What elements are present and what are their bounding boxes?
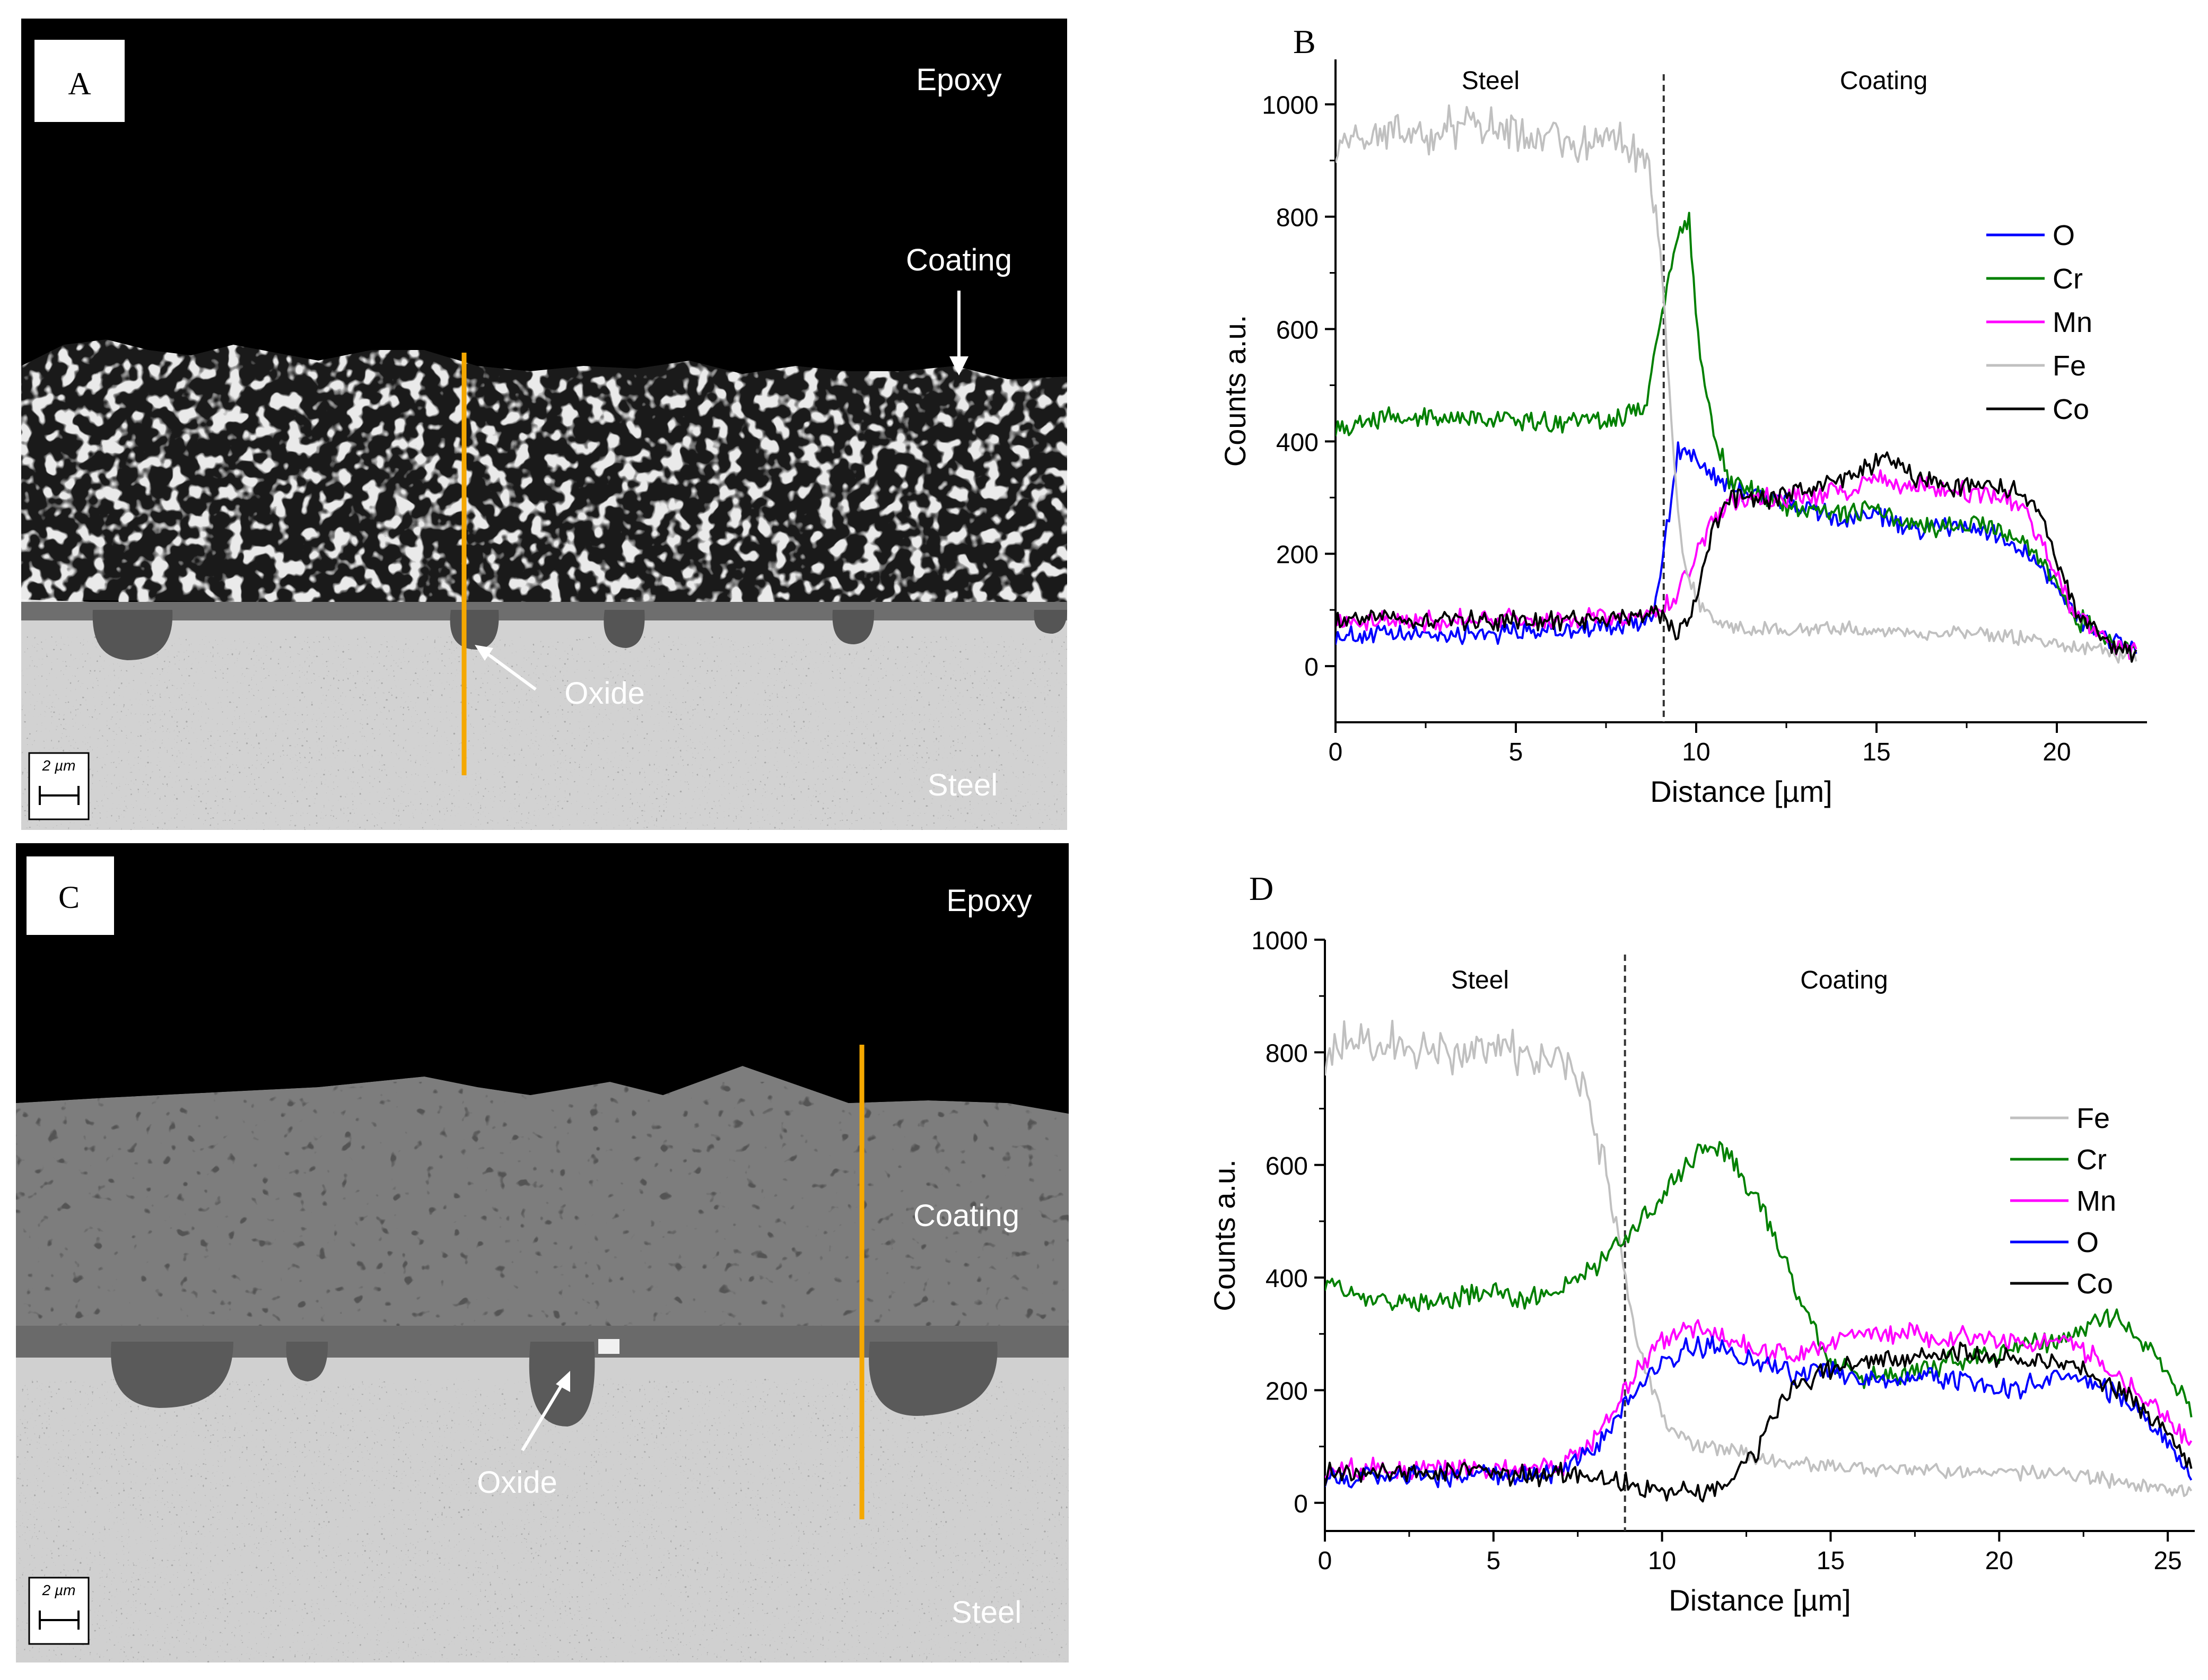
chart-b-axes: [1325, 59, 2147, 733]
chart-d-legend-label-fe: Fe: [2076, 1102, 2110, 1134]
panel-a-oxide-arrow-icon: [475, 645, 537, 691]
chart-b-letter: B: [1293, 23, 1316, 60]
panel-c-epoxy-label: Epoxy: [946, 883, 1032, 918]
chart-b-legend-label-cr: Cr: [2053, 263, 2083, 295]
chart-d-region-label: Coating: [1800, 966, 1888, 994]
chart-d: D 0 200 400 600 800 1000 0 5 10 15 20 25 Distance [µ…: [1208, 870, 2195, 1617]
chart-b-x-axis-title: Distance [µm]: [1650, 775, 1832, 808]
chart-d-y-tick-label: 1000: [1251, 927, 1308, 955]
chart-d-x-tick-label: 0: [1318, 1547, 1332, 1575]
chart-b-y-tick-label: 1000: [1262, 92, 1319, 120]
chart-d-series-mn: [1325, 1319, 2193, 1481]
chart-b-legend-label-co: Co: [2053, 393, 2089, 425]
panel-c-scale-bar: 2 µm: [28, 1577, 90, 1645]
chart-b-x-tick-label: 5: [1509, 738, 1523, 766]
chart-b-y-tick-label: 0: [1304, 653, 1319, 681]
panel-c-letter: C: [58, 880, 80, 915]
panel-a-letter: A: [68, 66, 91, 101]
panel-c-oxide-pits: [111, 1342, 998, 1427]
chart-d-x-tick-label: 25: [2153, 1547, 2181, 1575]
chart-d-x-tick-label: 20: [1985, 1547, 2013, 1575]
panel-c-coating-mask: [16, 843, 1069, 1114]
chart-b-legend: O Cr Mn Fe Co: [1986, 220, 2092, 425]
panel-a-coating-texture: [21, 339, 1067, 615]
chart-d-legend-label-cr: Cr: [2076, 1144, 2107, 1176]
panel-a-coating-arrow-icon: [949, 291, 968, 375]
chart-b-series: [1336, 104, 2137, 664]
chart-d-series-cr: [1325, 1141, 2193, 1418]
panel-a-letter-box: [34, 40, 125, 122]
chart-b-legend-label-o: O: [2053, 220, 2075, 251]
chart-d-legend: Fe Cr Mn O Co: [2010, 1102, 2116, 1300]
chart-b-series-cr: [1336, 212, 2137, 653]
chart-d-y-axis-title: Counts a.u.: [1208, 1159, 1241, 1311]
panel-a-coating-label: Coating: [906, 243, 1012, 277]
panel-c-oxide-arrow-icon: [521, 1371, 570, 1451]
chart-d-y-tick-label: 600: [1266, 1152, 1308, 1180]
chart-d-x-tick-label: 15: [1817, 1547, 1845, 1575]
chart-d-y-tick-label: 200: [1266, 1378, 1308, 1406]
panel-c-micrograph: [16, 843, 1069, 1662]
chart-b-region-label: Coating: [1840, 67, 1927, 95]
chart-d-region-label: Steel: [1451, 966, 1509, 994]
chart-d-y-tick-label: 0: [1294, 1490, 1308, 1518]
chart-d-y-tick-label: 400: [1266, 1265, 1308, 1293]
chart-d-letter: D: [1249, 870, 1273, 907]
panel-c-coating-label: Coating: [913, 1198, 1019, 1233]
chart-d-axes: [1314, 939, 2195, 1542]
panel-a-steel-speckle: [21, 636, 1067, 830]
panel-c-bright-particle: [598, 1339, 619, 1354]
chart-d-y-tick-label: 800: [1266, 1039, 1308, 1068]
chart-b-series-co: [1336, 451, 2137, 663]
chart-b-x-tick-label: 20: [2043, 738, 2071, 766]
chart-d-labels: 0 200 400 600 800 1000 0 5 10 15 20 25 Distance [µm]…: [1208, 927, 2182, 1617]
chart-b-x-tick-label: 0: [1329, 738, 1343, 766]
panel-c-steel-speckle: [16, 1379, 1069, 1662]
chart-b-y-tick-label: 200: [1276, 541, 1319, 569]
panel-c-steel-label: Steel: [952, 1595, 1022, 1630]
panel-a-steel-label: Steel: [928, 768, 998, 802]
panel-a-coating-mask: [21, 19, 1067, 379]
chart-b-labels: 0 200 400 600 800 1000 0 5 10 15 20 Distance [µm] Co…: [1218, 67, 2071, 808]
panel-c-letter-box: [27, 856, 114, 935]
chart-b-y-tick-label: 400: [1276, 428, 1319, 457]
chart-b-y-axis-title: Counts a.u.: [1218, 315, 1252, 467]
chart-b-y-tick-label: 800: [1276, 204, 1319, 232]
chart-b: B 0 200 400 600 800 1000 0 5 10 15 20 Distance [µm]…: [1218, 23, 2147, 808]
chart-b-x-tick-label: 15: [1862, 738, 1890, 766]
chart-d-x-tick-label: 5: [1486, 1547, 1500, 1575]
panel-c-coating-texture: [16, 1082, 1069, 1347]
chart-d-series-fe: [1325, 1020, 2193, 1497]
panel-a-scale-bar-label: 2 µm: [42, 757, 76, 774]
chart-b-legend-label-fe: Fe: [2053, 350, 2086, 382]
chart-b-x-tick-label: 10: [1682, 738, 1710, 766]
panel-a-oxide-layer: [21, 602, 1067, 620]
chart-b-y-tick-label: 600: [1276, 316, 1319, 344]
chart-d-legend-label-co: Co: [2076, 1268, 2113, 1300]
chart-b-series-mn: [1336, 469, 2137, 660]
chart-d-legend-label-o: O: [2076, 1227, 2099, 1258]
panel-c-scale-bar-label: 2 µm: [42, 1582, 76, 1598]
panel-a-oxide-label: Oxide: [564, 676, 645, 711]
chart-d-series-co: [1325, 1341, 2193, 1503]
panel-a-scale-bar: 2 µm: [28, 752, 90, 820]
panel-c-oxide-label: Oxide: [477, 1465, 557, 1500]
chart-b-legend-label-mn: Mn: [2053, 307, 2092, 338]
chart-d-series-o: [1325, 1335, 2193, 1489]
chart-d-x-axis-title: Distance [µm]: [1669, 1583, 1851, 1617]
panel-a-epoxy-label: Epoxy: [916, 63, 1001, 97]
panel-a-micrograph: [21, 19, 1067, 830]
chart-b-region-label: Steel: [1462, 67, 1520, 95]
chart-d-x-tick-label: 10: [1648, 1547, 1676, 1575]
chart-d-legend-label-mn: Mn: [2076, 1185, 2116, 1217]
chart-b-series-fe: [1336, 104, 2137, 664]
chart-d-series: [1325, 1020, 2193, 1503]
